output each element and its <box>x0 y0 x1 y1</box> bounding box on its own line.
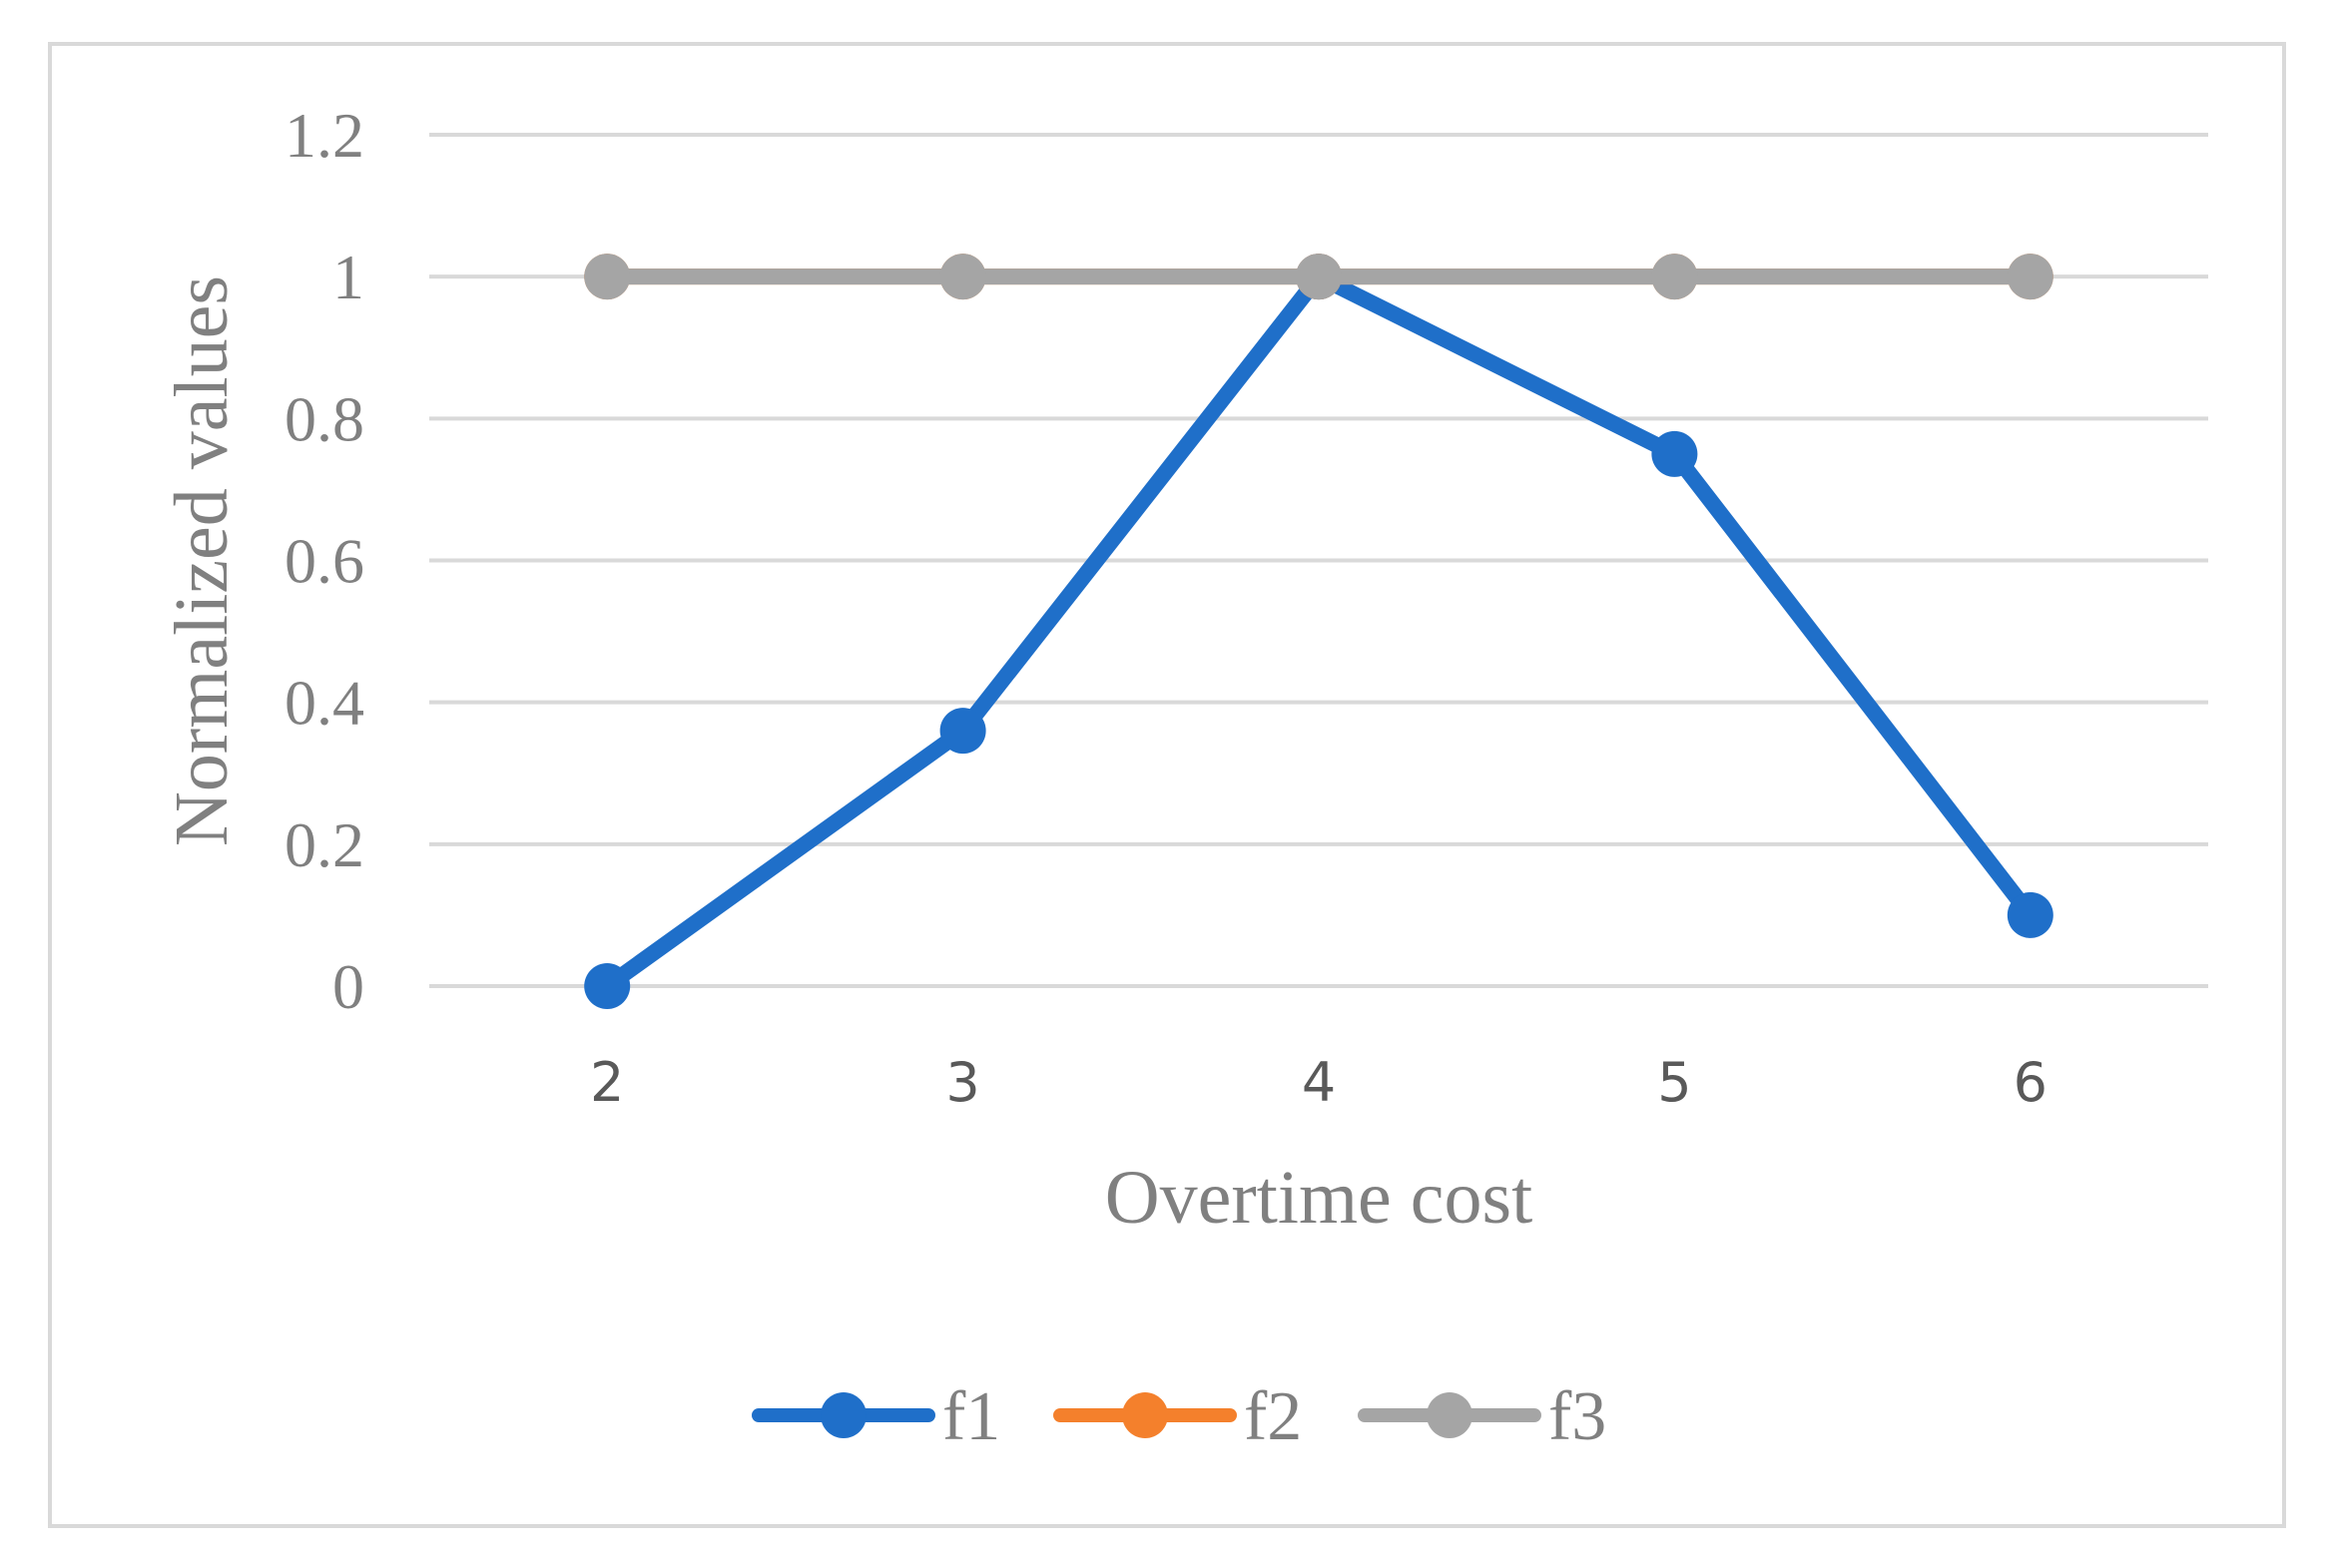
y-tick-labels: 0 0.2 0.4 0.6 0.8 1 1.2 <box>285 100 364 1022</box>
data-point-f1 <box>584 963 631 1009</box>
y-tick-label: 0 <box>332 951 364 1022</box>
x-tick-label: 3 <box>945 1051 979 1114</box>
x-axis-title: Overtime cost <box>1105 1156 1532 1240</box>
y-axis-title: Normalized values <box>160 275 244 846</box>
data-point-f3 <box>1651 254 1698 300</box>
x-tick-label: 4 <box>1302 1051 1336 1114</box>
data-point-f3 <box>939 254 986 300</box>
series-f3 <box>584 254 2053 300</box>
y-tick-label: 0.6 <box>285 526 364 597</box>
data-point-f1 <box>1651 430 1698 477</box>
data-point-f3 <box>1296 254 1342 300</box>
legend-label: f1 <box>942 1378 1000 1455</box>
legend-item-f2: f2 <box>1053 1378 1302 1455</box>
legend-label: f3 <box>1548 1378 1606 1455</box>
y-tick-label: 0.8 <box>285 383 364 454</box>
series-f1 <box>584 254 2053 1009</box>
data-point-f1 <box>2007 891 2053 938</box>
x-tick-label: 2 <box>590 1051 624 1114</box>
legend-marker <box>1427 1392 1472 1438</box>
data-point-f3 <box>2007 254 2053 300</box>
y-tick-label: 0.4 <box>285 668 364 739</box>
x-tick-label: 5 <box>1657 1051 1691 1114</box>
chart-frame <box>48 42 2286 1528</box>
legend-marker <box>1122 1392 1168 1438</box>
legend: f1 f2 f3 <box>752 1378 1606 1455</box>
y-tick-label: 1 <box>332 242 364 312</box>
data-point-f1 <box>939 708 986 755</box>
x-tick-label: 6 <box>2014 1051 2047 1114</box>
y-tick-label: 1.2 <box>285 100 364 171</box>
x-tick-labels: 2 3 4 5 6 <box>590 1051 2047 1114</box>
data-point-f3 <box>584 254 631 300</box>
legend-item-f3: f3 <box>1358 1378 1606 1455</box>
series-lines <box>584 254 2053 1009</box>
legend-marker <box>821 1392 867 1438</box>
legend-label: f2 <box>1244 1378 1302 1455</box>
y-tick-label: 0.2 <box>285 809 364 880</box>
legend-item-f1: f1 <box>752 1378 1000 1455</box>
series-line-f1 <box>599 268 2039 994</box>
